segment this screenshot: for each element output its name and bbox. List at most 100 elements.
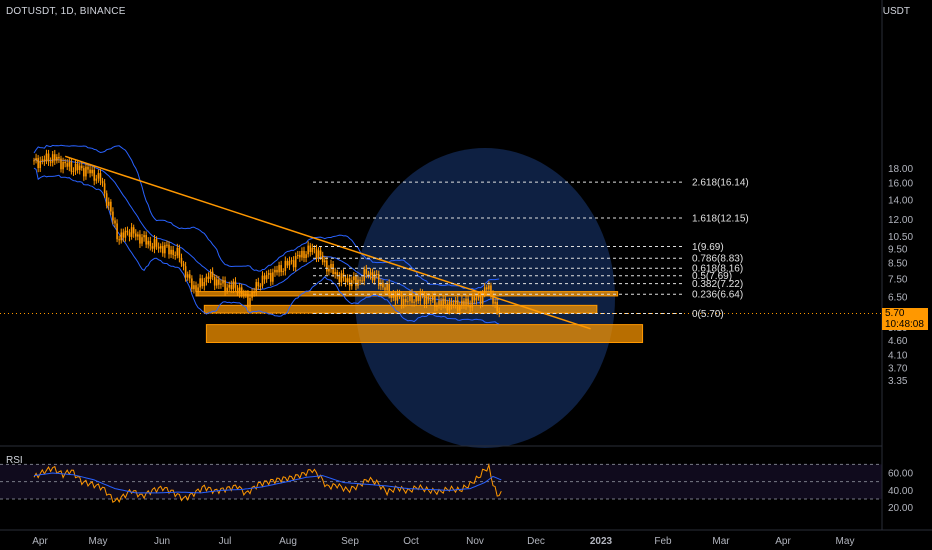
candle-body xyxy=(317,250,320,259)
candle-body xyxy=(207,276,210,279)
time-tick-label: May xyxy=(836,536,855,547)
candle-body xyxy=(85,166,87,177)
rsi-line xyxy=(33,462,502,504)
candle-body xyxy=(56,156,58,161)
candle-body xyxy=(116,223,118,240)
time-tick-label: Oct xyxy=(403,536,419,547)
candle-body xyxy=(137,234,139,237)
candle-body xyxy=(361,280,363,282)
candle-body xyxy=(330,263,332,269)
candle-body xyxy=(394,294,397,301)
candle-body xyxy=(64,161,66,164)
candle-body xyxy=(365,269,368,275)
candle-body xyxy=(282,271,285,273)
fib-level-label: 0.5(7.69) xyxy=(692,271,732,282)
candle-body xyxy=(240,287,243,295)
candle-body xyxy=(176,247,179,256)
candle-body xyxy=(496,301,498,311)
candle-body xyxy=(350,280,353,287)
candle-body xyxy=(39,160,42,169)
candle-body xyxy=(49,161,52,163)
candle-body xyxy=(440,300,442,306)
candle-body xyxy=(417,296,420,301)
candle-body xyxy=(326,260,328,272)
candle-body xyxy=(203,282,206,287)
candle-body xyxy=(101,181,104,184)
time-tick-label: Dec xyxy=(527,536,545,547)
price-tick-label: 8.50 xyxy=(888,259,908,270)
candle-body xyxy=(191,278,193,290)
price-tick-label: 9.50 xyxy=(888,245,908,256)
candle-body xyxy=(238,287,241,294)
candle-body xyxy=(423,295,426,305)
candle-body xyxy=(296,254,299,257)
candle-body xyxy=(118,239,120,241)
candle-body xyxy=(392,294,395,299)
candle-body xyxy=(45,153,48,162)
candle-body xyxy=(471,296,474,308)
price-tick-label: 3.70 xyxy=(888,364,908,375)
candle-body xyxy=(251,292,253,298)
last-price-value: 5.70 xyxy=(885,308,905,319)
candle-body xyxy=(280,265,282,273)
candle-body xyxy=(245,293,247,295)
rsi-label[interactable]: RSI xyxy=(6,455,23,466)
candle-body xyxy=(338,276,341,283)
fib-level-label: 1.618(12.15) xyxy=(692,213,749,224)
time-tick-label: May xyxy=(89,536,108,547)
candle-body xyxy=(213,277,216,286)
rsi-ma-line xyxy=(33,472,502,494)
time-tick-label: Jun xyxy=(154,536,170,547)
candle-body xyxy=(178,247,181,258)
time-tick-label: Aug xyxy=(279,536,297,547)
candle-body xyxy=(427,296,430,301)
candle-body xyxy=(380,282,382,286)
candle-body xyxy=(155,239,158,247)
candle-body xyxy=(236,287,239,294)
candle-body xyxy=(323,260,326,263)
candle-body xyxy=(255,282,258,293)
trendline xyxy=(64,155,591,330)
candle-body xyxy=(110,201,112,212)
candle-body xyxy=(141,237,143,244)
candle-body xyxy=(292,260,295,268)
candle-body xyxy=(409,293,411,302)
candle-body xyxy=(147,240,150,245)
candle-body xyxy=(321,255,324,263)
candle-body xyxy=(492,294,494,304)
time-tick-label: Mar xyxy=(712,536,730,547)
candle-body xyxy=(211,271,214,278)
candle-body xyxy=(180,257,183,264)
candle-body xyxy=(97,173,100,179)
candle-body xyxy=(232,281,235,290)
candle-body xyxy=(402,298,405,305)
candle-body xyxy=(465,298,467,306)
bar-countdown: 10:48:08 xyxy=(885,319,924,330)
candle-body xyxy=(475,297,478,301)
candle-body xyxy=(120,232,123,241)
symbol-label[interactable]: DOTUSDT, 1D, BINANCE xyxy=(6,6,126,17)
candle-body xyxy=(425,296,428,305)
time-tick-label: Apr xyxy=(32,536,48,547)
candle-body xyxy=(253,292,255,294)
candle-body xyxy=(309,245,312,252)
price-tick-label: 14.00 xyxy=(888,196,913,207)
candle-body xyxy=(58,156,60,159)
candle-body xyxy=(344,278,347,283)
candle-body xyxy=(461,300,463,305)
candle-body xyxy=(66,163,69,167)
candle-body xyxy=(114,220,116,224)
candle-body xyxy=(488,285,490,290)
candle-body xyxy=(80,165,83,169)
candle-body xyxy=(494,301,496,304)
candle-body xyxy=(290,260,293,262)
candle-body xyxy=(70,161,73,172)
candle-body xyxy=(215,279,218,286)
candle-body xyxy=(294,256,297,268)
candle-body xyxy=(168,244,170,255)
candle-body xyxy=(340,273,343,283)
time-tick-label: Jul xyxy=(219,536,232,547)
rsi-tick-label: 20.00 xyxy=(888,503,913,514)
candle-body xyxy=(357,279,359,286)
